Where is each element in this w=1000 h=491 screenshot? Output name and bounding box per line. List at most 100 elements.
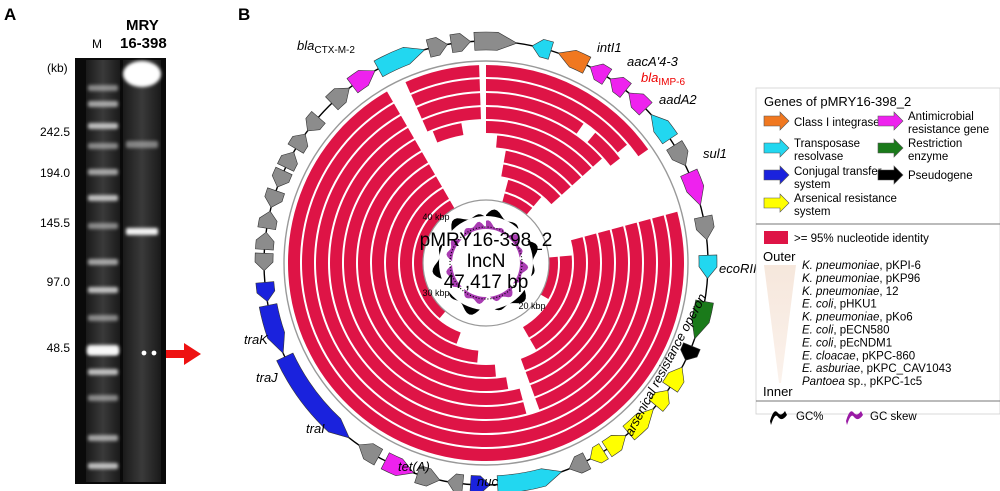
- swatch-restriction-icon: [877, 138, 904, 158]
- sample-label-line2: 16-398: [120, 35, 167, 52]
- sample-lane: [123, 60, 161, 482]
- identity-outer-circle: [283, 60, 689, 466]
- legend-ring-entry: K. pneumoniae, pKo6: [802, 312, 913, 324]
- legend-ring-entry: K. pneumoniae, 12: [802, 286, 899, 298]
- gene-hypothetical: [414, 465, 441, 487]
- plasmid-name: pMRY16-398_2: [420, 230, 553, 251]
- identity-segment: [400, 188, 461, 344]
- gene-arsenical: [589, 443, 609, 464]
- gene-transposase: [531, 39, 554, 60]
- gene-transposase: [650, 113, 678, 145]
- label-trak: traK: [244, 332, 269, 347]
- identity-segment: [486, 65, 649, 157]
- legend-gc-percent: GC%: [796, 411, 823, 423]
- legend-conjugal-line1: Conjugal transfer: [794, 166, 882, 178]
- arrow-head: [184, 343, 201, 365]
- panel-a-letter: A: [4, 5, 16, 24]
- gene-hypothetical: [449, 33, 471, 53]
- legend-ring-entry: E. coli, pECN580: [802, 325, 890, 337]
- legend-ring-entry: E. asburiae, pKPC_CAV1043: [802, 363, 951, 375]
- sample-band-main: [126, 228, 158, 235]
- label-sul1: sul1: [703, 146, 727, 161]
- gene-arsenical: [601, 435, 627, 458]
- gc-percent-icon: [770, 411, 787, 425]
- gc-tracks: [422, 199, 550, 327]
- legend-identity: >= 95% nucleotide identity: [794, 233, 929, 245]
- legend-arsenical-line1: Arsenical resistance: [794, 193, 897, 205]
- gc-center: [452, 229, 520, 297]
- tick-20kbp: 20 kbp: [518, 301, 545, 311]
- identity-segment: [496, 135, 582, 186]
- legend-antimicrobial-line1: Antimicrobial: [908, 111, 974, 123]
- identity-segment: [486, 79, 627, 153]
- legend-ring-list: K. pneumoniae, pKPI-6K. pneumoniae, pKP9…: [802, 260, 951, 388]
- marker-band: [88, 463, 118, 469]
- sample-label-line1: MRY: [126, 17, 159, 34]
- swatch-integrase-icon: [763, 111, 790, 131]
- label-blactx: blaCTX-M-2: [297, 38, 355, 56]
- plasmid-size: 47,417 bp: [444, 272, 529, 293]
- label-teta: tet(A): [398, 459, 430, 474]
- marker-band: [88, 85, 118, 91]
- gene-hypothetical: [666, 140, 689, 167]
- marker-band: [88, 123, 118, 129]
- legend: Genes of pMRY16-398_2 Class I integrase …: [755, 87, 1000, 425]
- gene-intl1: [557, 50, 592, 74]
- identity-segment: [525, 229, 615, 384]
- lane-m-label: M: [92, 37, 102, 51]
- identity-segment: [405, 65, 480, 94]
- gene-pseudogene: [680, 342, 701, 361]
- identity-segment: [503, 150, 571, 195]
- marker-band: [88, 143, 118, 149]
- panel-b-letter: B: [238, 5, 250, 24]
- marker-band: [88, 259, 118, 265]
- identity-segment: [486, 107, 602, 167]
- gene-arsenical: [648, 389, 670, 412]
- gene-hypothetical: [447, 473, 465, 491]
- identity-segment: [386, 176, 479, 363]
- gene-transposase: [496, 468, 563, 491]
- label-blaimp: blaIMP-6: [641, 70, 685, 88]
- gel-image: [75, 58, 166, 484]
- identity-segment: [422, 107, 481, 132]
- marker-size-label: 48.5: [47, 341, 71, 355]
- identity-segment: [505, 179, 542, 207]
- identity-segment: [501, 164, 561, 205]
- gene-aada2: [628, 92, 653, 116]
- gene-hypothetical: [693, 214, 715, 241]
- red-arrow: [166, 343, 201, 365]
- identity-segment: [486, 121, 592, 177]
- gene-transposase: [373, 47, 426, 78]
- tick-40kbp: 40 kbp: [422, 212, 449, 222]
- marker-bands: [87, 85, 119, 469]
- legend-title: Genes of pMRY16-398_2: [764, 94, 911, 109]
- marker-size-label: 145.5: [40, 216, 70, 230]
- marker-band: [88, 287, 118, 293]
- outer-inner-taper: [764, 265, 796, 383]
- gene-hypothetical: [305, 111, 326, 132]
- identity-segment: [432, 123, 464, 143]
- gene-hypothetical: [271, 166, 293, 188]
- gene-hypothetical: [254, 252, 274, 272]
- label-aac: aacA'4-3: [627, 54, 679, 69]
- marker-size-label: 194.0: [40, 166, 70, 180]
- marker-band: [88, 435, 118, 441]
- legend-restriction-line2: enzyme: [908, 151, 948, 163]
- legend-ring-entry: E. coli, pEcNDM1: [802, 337, 892, 349]
- legend-gc-skew: GC skew: [870, 411, 917, 423]
- gene-hypothetical: [325, 87, 350, 111]
- identity-rings: [283, 60, 689, 466]
- label-aada2: aadA2: [659, 92, 697, 107]
- swatch-pseudogene-icon: [877, 165, 904, 185]
- marker-band: [88, 169, 118, 175]
- identity-segment: [411, 79, 480, 106]
- identity-swatch: [764, 231, 788, 244]
- identity-segment: [535, 222, 642, 410]
- marker-band: [88, 223, 118, 229]
- gene-teta: [380, 452, 415, 476]
- legend-conjugal-line2: system: [794, 179, 830, 191]
- label-nuc: nuc: [477, 474, 498, 489]
- marker-band: [88, 315, 118, 321]
- swatch-arsenical-icon: [763, 193, 790, 213]
- label-intl1: intI1: [597, 40, 622, 55]
